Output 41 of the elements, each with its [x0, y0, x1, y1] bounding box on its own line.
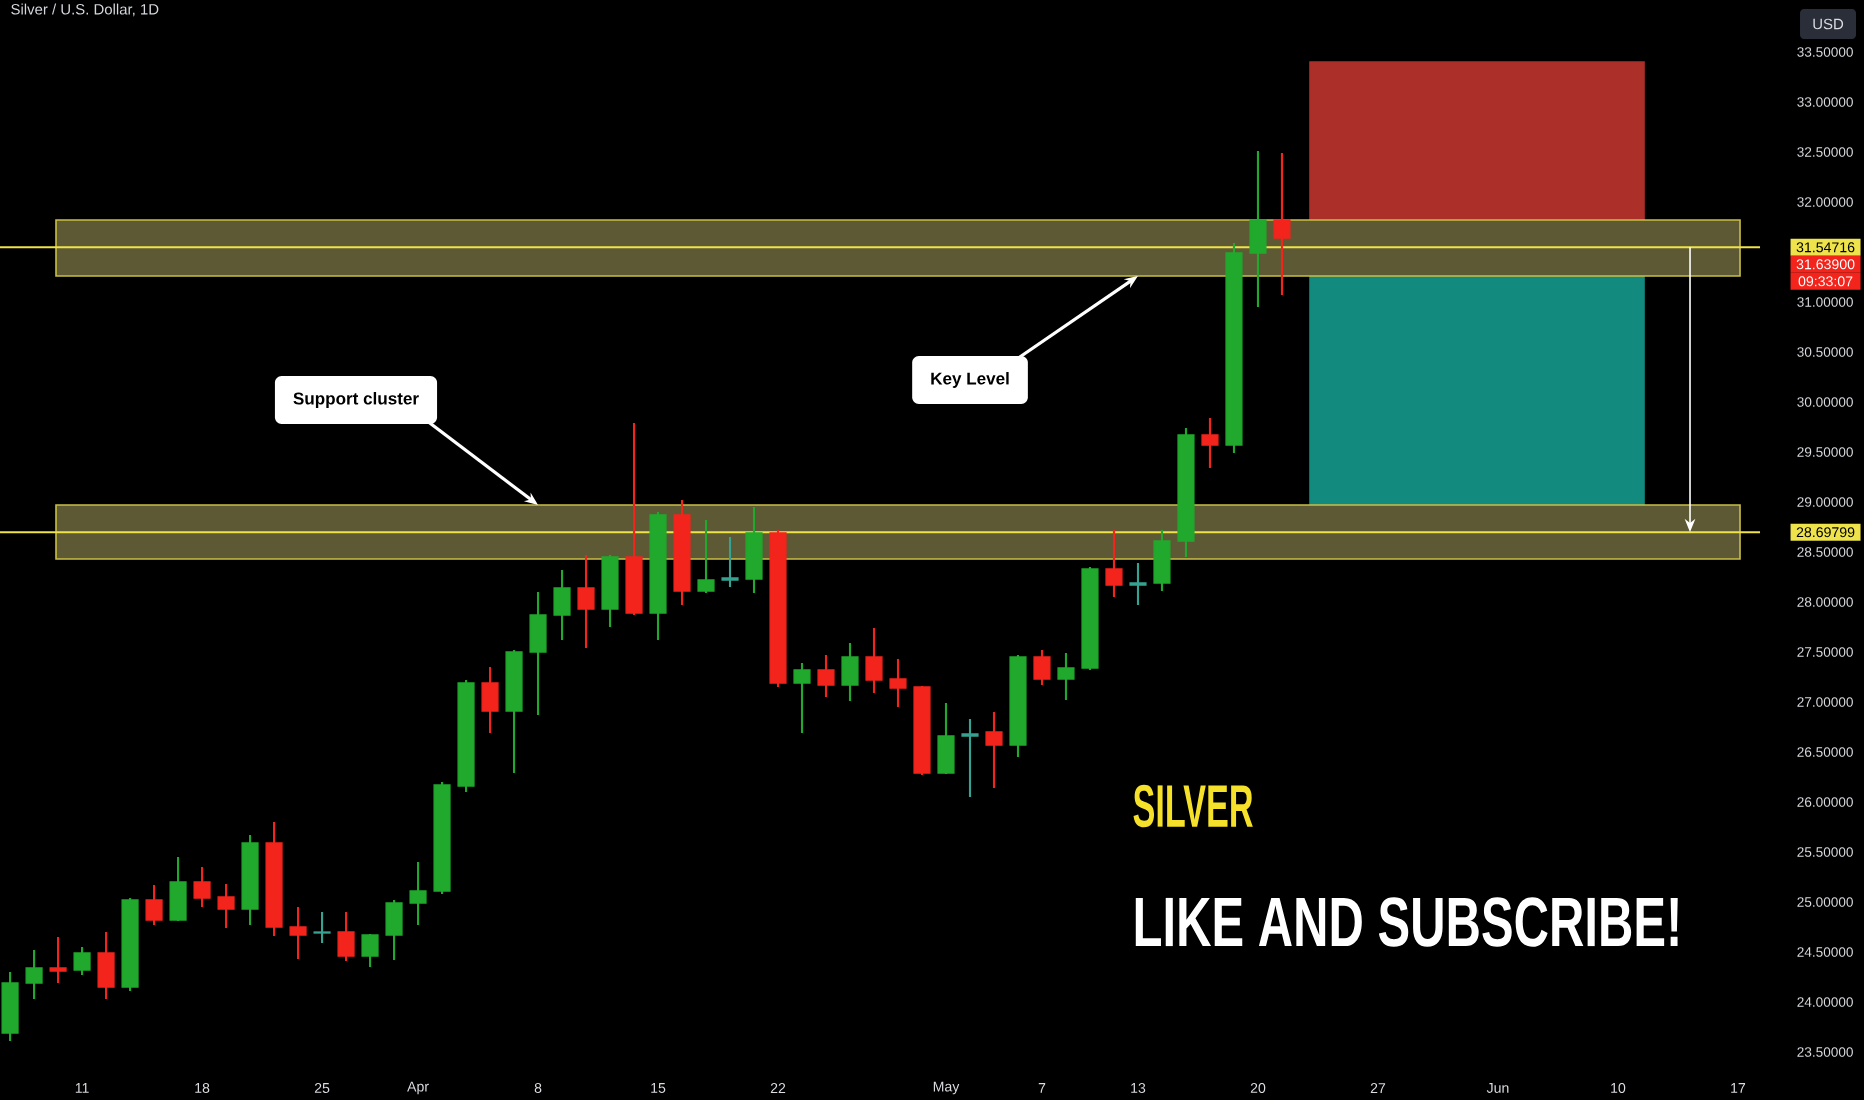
- candlestick: [409, 860, 427, 927]
- candlestick: [193, 865, 211, 909]
- candlestick: [961, 717, 979, 799]
- candlestick: [697, 518, 715, 595]
- candlestick: [481, 665, 499, 735]
- candlestick: [865, 626, 883, 695]
- candlestick: [985, 710, 1003, 790]
- candlestick: [889, 657, 907, 709]
- candlestick: [337, 910, 355, 963]
- candlestick: [721, 535, 739, 589]
- candlestick: [793, 661, 811, 735]
- candlestick: [1057, 651, 1075, 702]
- candlestick: [169, 855, 187, 923]
- candlestick: [1249, 149, 1267, 309]
- annotation: Key Level: [931, 372, 1009, 388]
- candlestick: [361, 932, 379, 969]
- candlestick: [745, 505, 763, 595]
- candlestick: [1105, 528, 1123, 599]
- candlestick: [145, 883, 163, 927]
- candlestick: [1201, 416, 1219, 470]
- candlestick: [385, 898, 403, 962]
- candlestick: [937, 701, 955, 776]
- candlestick: [313, 910, 331, 945]
- annotation: Support cluster: [293, 392, 419, 408]
- candlestick: [25, 948, 43, 1001]
- candlestick: [1033, 648, 1051, 687]
- annotation: LIKE AND SUBSCRIBE!: [1135, 897, 1678, 947]
- candlestick: [97, 930, 115, 1001]
- candlestick: [1153, 528, 1171, 593]
- candlestick: [1273, 151, 1291, 297]
- candlestick: [289, 905, 307, 961]
- candlestick: [529, 590, 547, 717]
- candlestick: [817, 653, 835, 699]
- candlestick: [553, 568, 571, 642]
- candlestick: [73, 945, 91, 977]
- candlestick: [1129, 561, 1147, 607]
- candlestick: [49, 935, 67, 985]
- annotation: SILVER: [1133, 784, 1253, 828]
- candlestick: [577, 553, 595, 650]
- candlestick: [217, 882, 235, 930]
- candlestick: [841, 641, 859, 703]
